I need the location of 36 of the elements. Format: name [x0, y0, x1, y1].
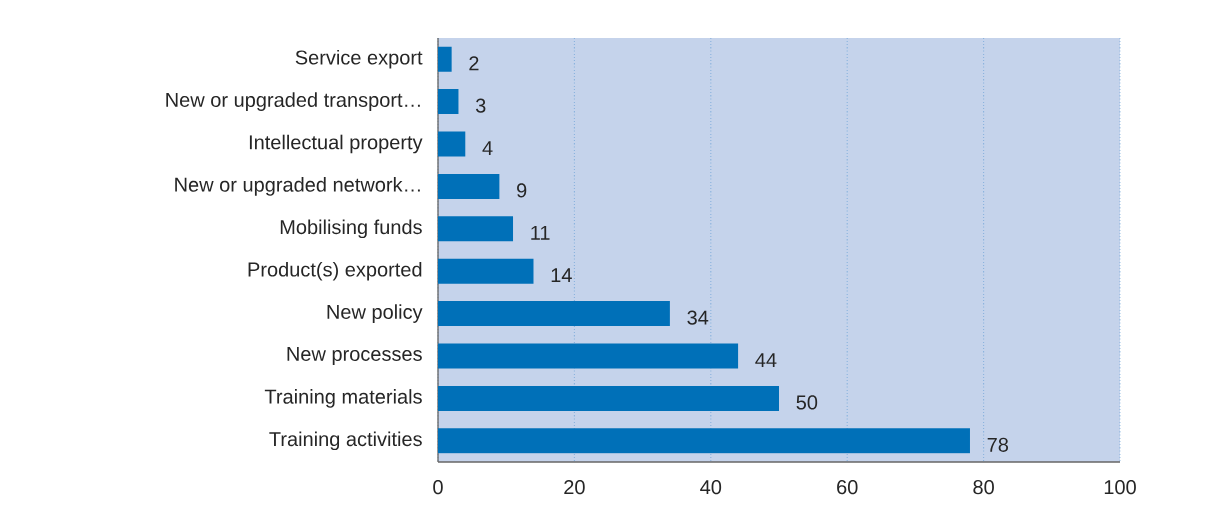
x-tick-label: 60 [837, 480, 858, 495]
x-tick-label: 20 [564, 480, 585, 495]
y-tick-label: New processes [287, 347, 422, 365]
data-label: 4 [482, 141, 493, 155]
x-tick-label: 40 [700, 480, 722, 495]
bar [438, 131, 466, 157]
bar [438, 385, 780, 411]
data-label: 34 [687, 310, 709, 325]
bar [438, 343, 739, 369]
data-label: 3 [475, 98, 486, 113]
y-tick-label: Product(s) exported [248, 261, 422, 281]
bar [438, 46, 452, 72]
x-tick-label: 100 [1104, 480, 1136, 495]
y-tick-label: Service export [295, 49, 423, 69]
bar [438, 428, 970, 454]
data-label: 2 [469, 56, 479, 71]
x-tick-label: 80 [973, 480, 994, 495]
data-label: 50 [796, 395, 818, 410]
y-tick-label: New policy [327, 304, 423, 323]
y-tick-label: Training materials [264, 389, 422, 408]
bar [438, 89, 459, 115]
x-tick-label: 0 [433, 480, 443, 495]
y-tick-label: New or upgraded network… [175, 177, 420, 196]
data-label: 9 [517, 183, 527, 198]
y-tick-label: Mobilising funds [280, 219, 422, 239]
y-tick-label: New or upgraded transport… [166, 92, 420, 111]
y-tick-label: Training activities [269, 431, 422, 451]
bar [438, 216, 514, 242]
y-tick-label: Intellectual property [249, 134, 423, 154]
bar [438, 301, 670, 327]
data-label: 78 [987, 437, 1009, 452]
data-label: 44 [755, 353, 777, 367]
bar [438, 173, 500, 199]
bar [438, 258, 534, 284]
data-label: 14 [551, 268, 572, 283]
data-label: 11 [531, 225, 550, 240]
